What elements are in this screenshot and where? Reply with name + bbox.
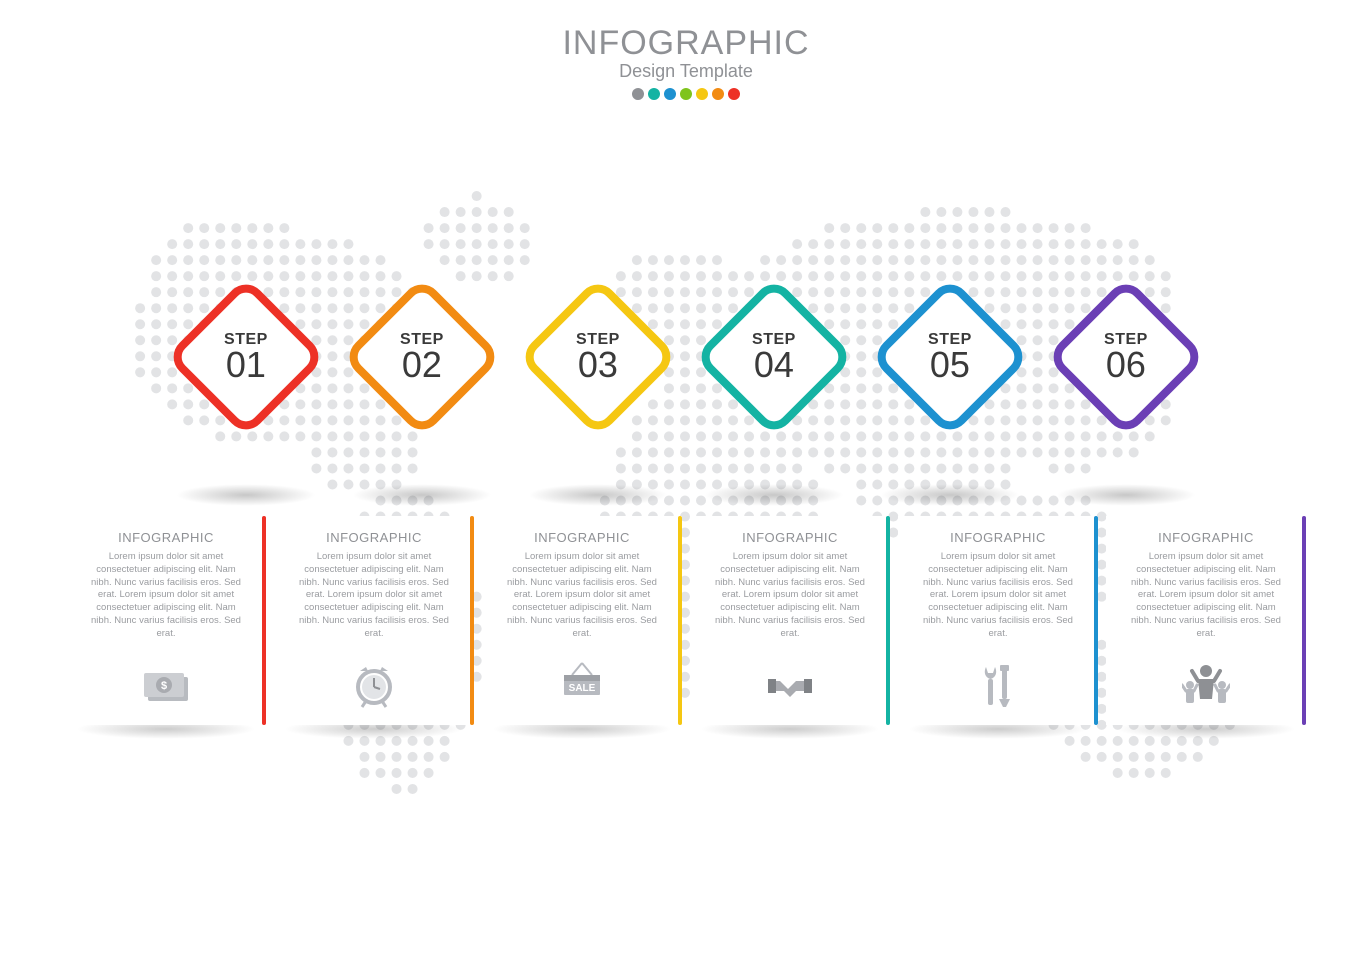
steps-row: STEP01 STEP02 STEP03 STEP04 STEP05 STEP06 bbox=[0, 300, 1372, 414]
step-number: 04 bbox=[752, 347, 796, 383]
tools-icon bbox=[910, 659, 1086, 711]
diamond-shadow bbox=[880, 484, 1020, 506]
card-accent-bar bbox=[262, 516, 266, 725]
card-shadow bbox=[908, 719, 1088, 739]
diamond-shadow bbox=[176, 484, 316, 506]
card-shadow bbox=[76, 719, 256, 739]
step-diamond: STEP04 bbox=[717, 300, 831, 414]
info-card: INFOGRAPHIC Lorem ipsum dolor sit amet co… bbox=[482, 516, 682, 725]
step-number: 02 bbox=[400, 347, 444, 383]
card-title: INFOGRAPHIC bbox=[1118, 530, 1294, 545]
card-body: Lorem ipsum dolor sit amet consectetuer … bbox=[1118, 551, 1294, 641]
diamond-shadow bbox=[528, 484, 668, 506]
card-title: INFOGRAPHIC bbox=[910, 530, 1086, 545]
card-title: INFOGRAPHIC bbox=[494, 530, 670, 545]
step-number: 03 bbox=[576, 347, 620, 383]
step-diamond: STEP02 bbox=[365, 300, 479, 414]
info-card: INFOGRAPHIC Lorem ipsum dolor sit amet co… bbox=[898, 516, 1098, 725]
card-accent-bar bbox=[678, 516, 682, 725]
diamond-shadow bbox=[704, 484, 844, 506]
step-diamond: STEP03 bbox=[541, 300, 655, 414]
card-accent-bar bbox=[886, 516, 890, 725]
card-body: Lorem ipsum dolor sit amet consectetuer … bbox=[702, 551, 878, 641]
card-shadow bbox=[492, 719, 672, 739]
alarm-clock-icon bbox=[286, 659, 462, 711]
card-accent-bar bbox=[470, 516, 474, 725]
info-card: INFOGRAPHIC Lorem ipsum dolor sit amet co… bbox=[690, 516, 890, 725]
header-dot bbox=[696, 88, 708, 100]
header-dot bbox=[728, 88, 740, 100]
card-title: INFOGRAPHIC bbox=[286, 530, 462, 545]
step-diamond: STEP01 bbox=[189, 300, 303, 414]
people-icon bbox=[1118, 659, 1294, 711]
card-body: Lorem ipsum dolor sit amet consectetuer … bbox=[78, 551, 254, 641]
header-dot-row bbox=[0, 88, 1372, 100]
header-dot bbox=[632, 88, 644, 100]
header: INFOGRAPHIC Design Template bbox=[0, 0, 1372, 100]
info-card: INFOGRAPHIC Lorem ipsum dolor sit amet co… bbox=[1106, 516, 1306, 725]
sale-sign-icon bbox=[494, 659, 670, 711]
card-body: Lorem ipsum dolor sit amet consectetuer … bbox=[286, 551, 462, 641]
step-number: 05 bbox=[928, 347, 972, 383]
info-card: INFOGRAPHIC Lorem ipsum dolor sit amet co… bbox=[66, 516, 266, 725]
diamond-shadow bbox=[1056, 484, 1196, 506]
card-shadow bbox=[700, 719, 880, 739]
card-shadow bbox=[284, 719, 464, 739]
cards-row: INFOGRAPHIC Lorem ipsum dolor sit amet co… bbox=[0, 516, 1372, 725]
money-icon bbox=[78, 659, 254, 711]
card-accent-bar bbox=[1302, 516, 1306, 725]
page-title: INFOGRAPHIC bbox=[0, 24, 1372, 63]
step-number: 06 bbox=[1104, 347, 1148, 383]
handshake-icon bbox=[702, 659, 878, 711]
header-dot bbox=[664, 88, 676, 100]
card-title: INFOGRAPHIC bbox=[702, 530, 878, 545]
info-card: INFOGRAPHIC Lorem ipsum dolor sit amet co… bbox=[274, 516, 474, 725]
header-dot bbox=[712, 88, 724, 100]
card-accent-bar bbox=[1094, 516, 1098, 725]
step-diamond: STEP06 bbox=[1069, 300, 1183, 414]
step-number: 01 bbox=[224, 347, 268, 383]
card-body: Lorem ipsum dolor sit amet consectetuer … bbox=[494, 551, 670, 641]
card-shadow bbox=[1116, 719, 1296, 739]
header-dot bbox=[648, 88, 660, 100]
step-diamond: STEP05 bbox=[893, 300, 1007, 414]
card-title: INFOGRAPHIC bbox=[78, 530, 254, 545]
header-dot bbox=[680, 88, 692, 100]
diamond-shadow bbox=[352, 484, 492, 506]
card-body: Lorem ipsum dolor sit amet consectetuer … bbox=[910, 551, 1086, 641]
page-subtitle: Design Template bbox=[0, 61, 1372, 82]
